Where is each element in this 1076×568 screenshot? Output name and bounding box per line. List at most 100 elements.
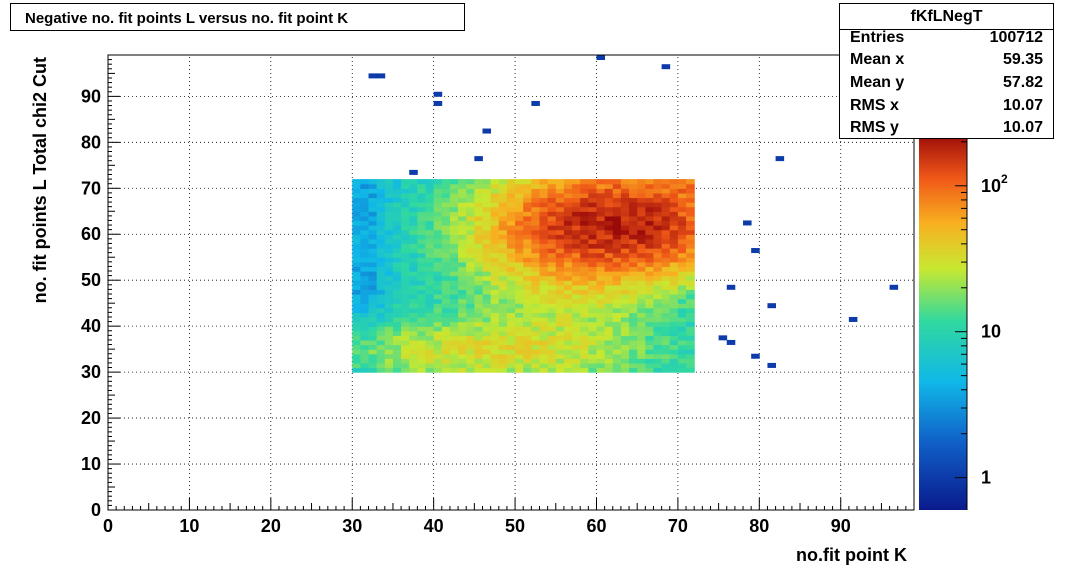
heatmap-bin-isolated: [474, 156, 483, 162]
heatmap-bin: [352, 261, 361, 268]
heatmap-bin: [572, 339, 581, 346]
heatmap-bin: [401, 206, 410, 212]
heatmap-bin: [620, 188, 630, 194]
heatmap-bin: [401, 339, 410, 346]
heatmap-bin: [515, 238, 524, 245]
heatmap-bin-isolated: [726, 284, 736, 290]
heatmap-bin: [539, 280, 549, 286]
heatmap-bin: [449, 243, 459, 249]
heatmap-bin: [466, 206, 475, 212]
heatmap-bin: [409, 344, 418, 350]
heatmap-bin: [425, 275, 435, 281]
heatmap-bin: [555, 303, 565, 309]
heatmap-bin: [588, 183, 598, 189]
heatmap-bin: [661, 284, 671, 290]
heatmap-bin: [376, 220, 386, 226]
heatmap-bin: [474, 316, 484, 323]
x-tick-label: 20: [261, 516, 281, 536]
heatmap-bin: [368, 303, 378, 309]
heatmap-bin: [669, 321, 679, 327]
heatmap-bin: [490, 271, 500, 277]
stat-label: RMS x: [850, 97, 899, 114]
heatmap-bin: [360, 326, 370, 332]
heatmap-bin: [360, 206, 370, 212]
heatmap-bin: [531, 367, 541, 373]
heatmap-bin: [580, 192, 589, 199]
heatmap-bin: [417, 215, 427, 222]
heatmap-bin: [482, 238, 492, 245]
heatmap-bin: [490, 183, 500, 189]
heatmap-bin: [596, 344, 606, 350]
heatmap-bin: [588, 298, 598, 304]
heatmap-bin: [498, 353, 508, 359]
heatmap-bin: [409, 238, 418, 245]
heatmap-bin: [620, 225, 630, 231]
heatmap-bin: [629, 284, 638, 290]
heatmap-bin: [441, 183, 451, 189]
heatmap-bin: [620, 284, 630, 290]
heatmap-bin: [392, 179, 402, 185]
heatmap-bin: [547, 284, 557, 290]
heatmap-bin: [376, 197, 386, 203]
color-scale-bar: [919, 133, 967, 510]
heatmap-bin: [629, 234, 638, 240]
heatmap-bin: [539, 326, 549, 332]
heatmap-bin: [604, 330, 614, 336]
heatmap-bin: [401, 307, 410, 313]
heatmap-bin: [588, 179, 598, 185]
heatmap-bin: [637, 349, 646, 355]
heatmap-bin: [661, 261, 671, 268]
heatmap-bin: [392, 326, 402, 332]
heatmap-bin: [563, 353, 573, 359]
heatmap-bin: [677, 202, 687, 208]
heatmap-bin: [653, 280, 663, 286]
heatmap-bin-isolated: [775, 156, 785, 162]
heatmap-bin: [360, 289, 370, 295]
heatmap-bin: [515, 280, 524, 286]
heatmap-bin: [669, 298, 679, 304]
heatmap-bin: [588, 225, 598, 231]
heatmap-bin: [539, 344, 549, 350]
heatmap-bin: [588, 257, 598, 263]
heatmap-bin: [474, 252, 484, 258]
heatmap-bin: [352, 238, 361, 245]
heatmap-bin: [604, 316, 614, 323]
heatmap-bin: [523, 211, 532, 217]
heatmap-bin: [482, 252, 492, 258]
heatmap-bin: [506, 339, 516, 346]
heatmap-bin: [384, 330, 394, 336]
heatmap-bin: [563, 266, 573, 272]
heatmap-bin: [604, 326, 614, 332]
heatmap-bin: [458, 257, 467, 263]
heatmap-bin: [376, 215, 386, 222]
heatmap-bin: [637, 321, 646, 327]
heatmap-bin: [629, 353, 638, 359]
heatmap-bin: [490, 367, 500, 373]
heatmap-bin: [547, 312, 557, 318]
y-axis-title: no. fit points L Total chi2 Cut: [30, 57, 50, 303]
heatmap-bin: [441, 234, 451, 240]
heatmap-bin: [458, 330, 467, 336]
heatmap-bin: [555, 298, 565, 304]
heatmap-bin: [539, 229, 549, 235]
heatmap-bin: [474, 284, 484, 290]
heatmap-bin: [425, 303, 435, 309]
heatmap-bin: [637, 344, 646, 350]
heatmap-bin: [612, 257, 622, 263]
heatmap-bin: [433, 353, 443, 359]
heatmap-bin: [401, 353, 410, 359]
heatmap-bin: [523, 252, 532, 258]
heatmap-bin: [458, 220, 467, 226]
heatmap-bin: [604, 234, 614, 240]
stat-value: 100712: [989, 29, 1043, 46]
heatmap-bin: [596, 353, 606, 359]
heatmap-bin: [531, 271, 541, 277]
heatmap-bin: [620, 271, 630, 277]
heatmap-bin: [498, 312, 508, 318]
heatmap-bin: [580, 183, 589, 189]
heatmap-bin: [531, 353, 541, 359]
stats-row-rms-x: RMS x 10.07: [850, 97, 1043, 119]
heatmap-bin: [531, 349, 541, 355]
heatmap-bin: [547, 234, 557, 240]
heatmap-bin: [645, 284, 655, 290]
